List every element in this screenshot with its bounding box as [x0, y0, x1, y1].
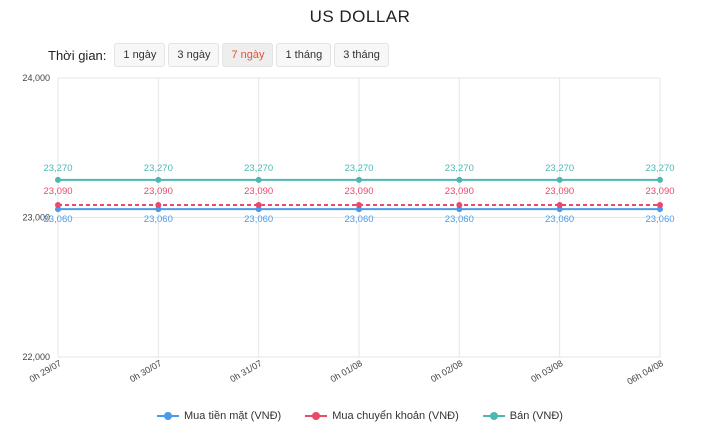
- legend-item-cash-buy[interactable]: Mua tiền mặt (VNĐ): [157, 410, 281, 422]
- x-tick-label: 0h 31/07: [228, 358, 263, 384]
- y-tick-label: 24,000: [22, 73, 50, 83]
- y-tick-label: 22,000: [22, 352, 50, 362]
- data-label-mua-tien-mat-vn: 23,060: [144, 214, 173, 225]
- data-point-mua-chuyen-khoan-vn: [55, 201, 61, 208]
- data-label-mua-chuyen-khoan-vn: 23,090: [445, 186, 474, 197]
- data-label-mua-tien-mat-vn: 23,060: [244, 214, 273, 225]
- data-label-mua-chuyen-khoan-vn: 23,090: [43, 186, 72, 197]
- data-label-mua-chuyen-khoan-vn: 23,090: [645, 186, 674, 197]
- data-point-ban-vn: [356, 176, 362, 183]
- period-label: Thời gian:: [48, 47, 107, 63]
- chart-title: US DOLLAR: [309, 7, 411, 26]
- legend-item-transfer-buy[interactable]: Mua chuyển khoản (VNĐ): [305, 410, 459, 422]
- data-label-ban-vn: 23,270: [545, 163, 574, 174]
- data-point-mua-chuyen-khoan-vn: [356, 201, 362, 208]
- data-label-ban-vn: 23,270: [645, 163, 674, 174]
- data-point-mua-tien-mat-vn: [55, 206, 61, 213]
- x-tick-label: 0h 03/08: [529, 358, 564, 384]
- data-point-mua-tien-mat-vn: [657, 206, 663, 213]
- y-tick-label: 23,000: [22, 213, 50, 223]
- x-tick-label: 0h 02/08: [429, 358, 464, 384]
- data-point-mua-tien-mat-vn: [356, 206, 362, 213]
- data-point-mua-chuyen-khoan-vn: [657, 201, 663, 208]
- data-point-mua-chuyen-khoan-vn: [255, 201, 262, 208]
- data-point-ban-vn: [556, 176, 563, 183]
- data-label-mua-chuyen-khoan-vn: 23,090: [545, 186, 574, 197]
- data-label-mua-chuyen-khoan-vn: 23,090: [144, 186, 173, 197]
- data-point-mua-chuyen-khoan-vn: [155, 201, 162, 208]
- data-point-mua-tien-mat-vn: [155, 206, 162, 213]
- data-label-mua-chuyen-khoan-vn: 23,090: [244, 186, 273, 197]
- data-point-ban-vn: [456, 176, 463, 183]
- data-label-mua-chuyen-khoan-vn: 23,090: [344, 186, 373, 197]
- x-tick-label: 0h 30/07: [128, 358, 163, 384]
- data-point-mua-tien-mat-vn: [556, 206, 563, 213]
- data-label-mua-tien-mat-vn: 23,060: [545, 214, 574, 225]
- legend-swatch-transfer-buy: [305, 410, 328, 422]
- data-label-ban-vn: 23,270: [43, 163, 72, 174]
- legend-label-sell: Bán (VNĐ): [509, 410, 563, 422]
- data-label-ban-vn: 23,270: [344, 163, 373, 174]
- period-selector: Thời gian: 1 ngày 3 ngày 7 ngày 1 tháng …: [48, 43, 392, 67]
- data-point-mua-chuyen-khoan-vn: [556, 201, 563, 208]
- data-point-ban-vn: [255, 176, 262, 183]
- data-label-mua-tien-mat-vn: 23,060: [445, 214, 474, 225]
- data-label-mua-tien-mat-vn: 23,060: [43, 214, 72, 225]
- data-label-ban-vn: 23,270: [144, 163, 173, 174]
- data-label-ban-vn: 23,270: [445, 163, 474, 174]
- period-1-month-button[interactable]: 1 tháng: [276, 43, 332, 67]
- data-point-mua-tien-mat-vn: [255, 206, 262, 213]
- period-3-months-button[interactable]: 3 tháng: [334, 43, 389, 67]
- legend-swatch-cash-buy: [157, 410, 180, 422]
- data-point-ban-vn: [155, 176, 162, 183]
- period-7-days-button[interactable]: 7 ngày: [222, 43, 274, 67]
- period-3-days-button[interactable]: 3 ngày: [168, 43, 220, 67]
- legend-label-cash-buy: Mua tiền mặt (VNĐ): [184, 410, 282, 422]
- x-tick-label: 0h 01/08: [329, 358, 364, 384]
- period-1-day-button[interactable]: 1 ngày: [114, 43, 166, 67]
- chart-legend: Mua tiền mặt (VNĐ) Mua chuyển khoản (VNĐ…: [0, 410, 720, 422]
- data-point-mua-chuyen-khoan-vn: [456, 201, 463, 208]
- data-point-mua-tien-mat-vn: [456, 206, 463, 213]
- legend-label-transfer-buy: Mua chuyển khoản (VNĐ): [332, 410, 459, 422]
- data-label-mua-tien-mat-vn: 23,060: [645, 214, 674, 225]
- data-label-ban-vn: 23,270: [244, 163, 273, 174]
- x-tick-label: 06h 04/08: [625, 358, 665, 387]
- data-point-ban-vn: [55, 176, 61, 183]
- data-label-mua-tien-mat-vn: 23,060: [344, 214, 373, 225]
- legend-swatch-sell: [482, 410, 505, 422]
- data-point-ban-vn: [657, 176, 663, 183]
- legend-item-sell[interactable]: Bán (VNĐ): [482, 410, 563, 422]
